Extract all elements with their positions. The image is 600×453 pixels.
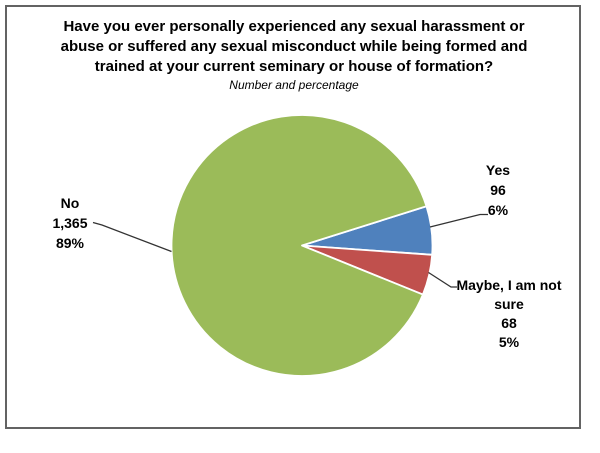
label-line: 6%: [487, 202, 509, 218]
pie-slices: [170, 114, 434, 377]
label-yes: Yes 96 6%: [448, 160, 548, 220]
label-line: Maybe, I am not: [456, 277, 562, 293]
leader-line-yes: [429, 213, 488, 228]
chart-title: Have you ever personally experienced any…: [0, 17, 588, 77]
pie-slice-no: [170, 114, 428, 377]
label-maybe: Maybe, I am not sure 68 5%: [449, 276, 569, 352]
leader-line-maybe: [428, 271, 457, 288]
label-line: 5%: [498, 334, 520, 350]
label-line: 89%: [55, 235, 85, 251]
label-line: Yes: [485, 162, 511, 178]
chart-subtitle: Number and percentage: [229, 78, 359, 92]
label-line: 68: [501, 315, 517, 331]
label-line: 1,365: [52, 215, 88, 231]
label-line: No: [60, 195, 80, 211]
label-line: sure: [494, 296, 524, 312]
title-line: Have you ever personally experienced any…: [63, 18, 525, 35]
label-no: No 1,365 89%: [20, 193, 120, 253]
title-line: abuse or suffered any sexual misconduct …: [60, 38, 528, 55]
label-line: 96: [490, 182, 506, 198]
leader-line-no: [92, 221, 172, 253]
title-line: trained at your current seminary or hous…: [94, 58, 494, 75]
